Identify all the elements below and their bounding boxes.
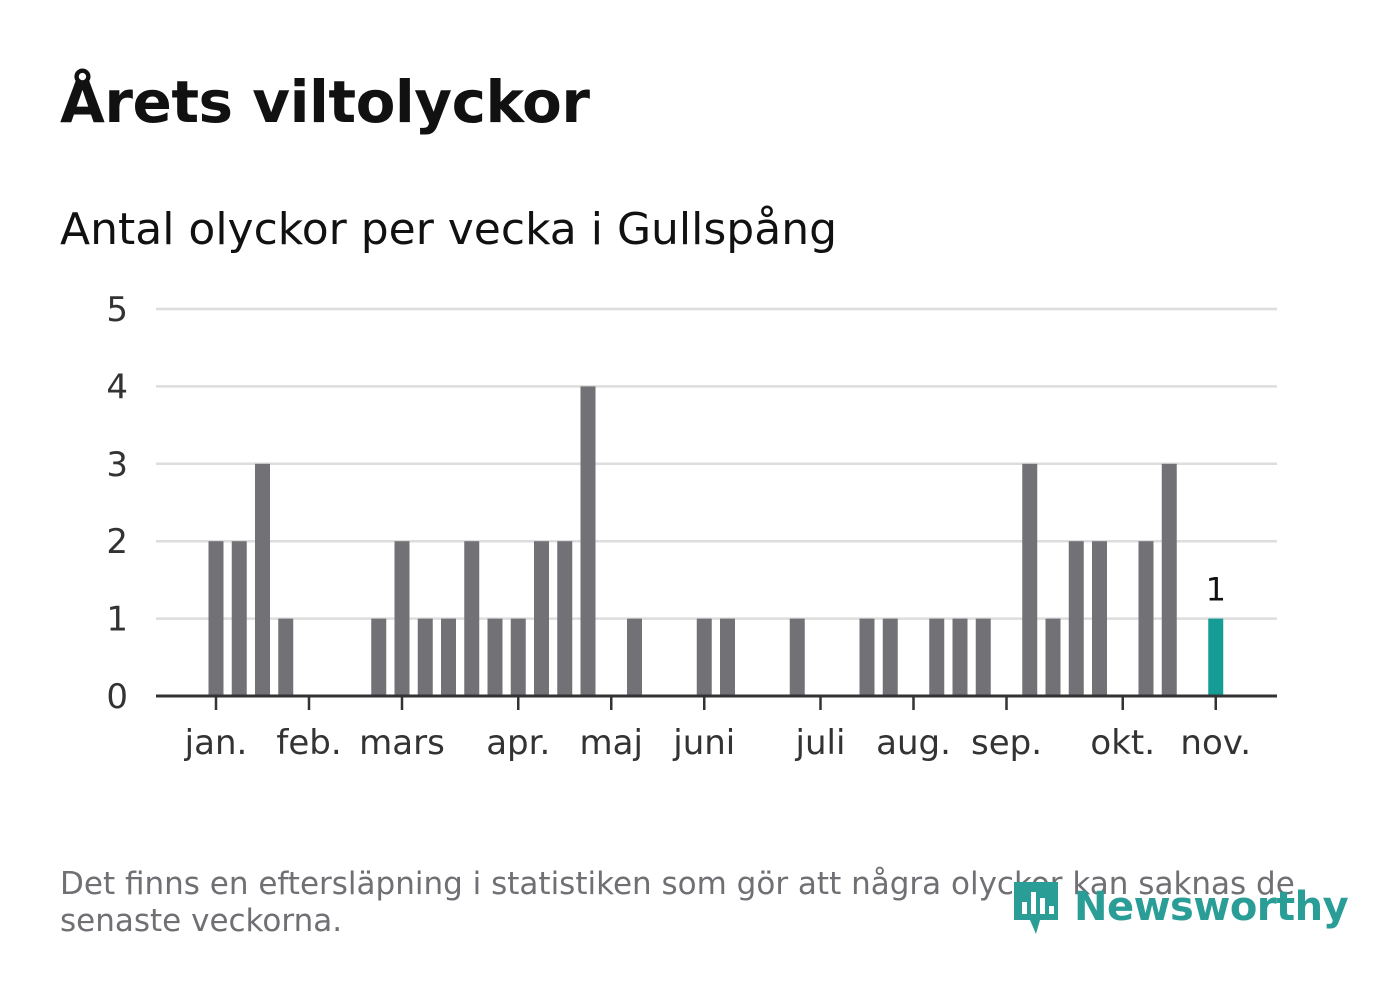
grid-lines: [156, 307, 1277, 620]
bar: [580, 386, 596, 696]
bar-highlight: [1208, 618, 1224, 696]
y-tick-label: 5: [106, 290, 128, 330]
chart-subtitle: Antal olyckor per vecka i Gullspång: [60, 204, 838, 255]
bar: [487, 618, 503, 696]
x-tick-label: maj: [580, 723, 643, 763]
x-tick-label: nov.: [1180, 723, 1251, 763]
bar: [627, 618, 642, 696]
bar: [1022, 463, 1038, 696]
bar: [1092, 541, 1107, 696]
y-tick-label: 4: [106, 367, 128, 407]
bar: [1161, 463, 1177, 696]
bar: [208, 541, 224, 696]
x-tick-label: feb.: [276, 723, 341, 763]
bar: [231, 541, 247, 696]
bars: [208, 386, 1224, 696]
bar: [1068, 541, 1084, 696]
bar: [534, 541, 549, 696]
bar: [464, 541, 480, 696]
x-tick-label: jan.: [184, 723, 248, 763]
labels: 0 1 2 3 4 5 1 jan. feb. mars apr. maj juni juli aug. se…: [106, 290, 1251, 763]
y-tick-label: 3: [106, 445, 128, 485]
bar-chart: 0 1 2 3 4 5 1 jan. feb. mars apr. maj juni juli aug. se…: [106, 290, 1277, 763]
bar: [789, 618, 805, 696]
x-tick-label: apr.: [486, 723, 550, 763]
axes: [156, 694, 1277, 710]
bar: [1045, 618, 1061, 696]
bar: [952, 618, 968, 696]
brand-logo: Newsworthy: [1010, 876, 1349, 938]
x-tick-label: juli: [795, 723, 846, 763]
x-tick-label: aug.: [876, 723, 951, 763]
bar: [720, 618, 735, 696]
highlight-value-label: 1: [1206, 571, 1226, 609]
x-tick-label: mars: [359, 723, 445, 763]
chart-title: Årets viltolyckor: [60, 68, 590, 136]
bar: [510, 618, 526, 696]
bar: [975, 618, 991, 696]
bar: [441, 618, 456, 696]
bar: [929, 618, 945, 696]
bar: [1138, 541, 1154, 696]
bar: [859, 618, 875, 696]
y-tick-label: 0: [106, 677, 128, 717]
x-tick-label: okt.: [1090, 723, 1155, 763]
x-tick-label: juni: [672, 723, 735, 763]
brand-name: Newsworthy: [1074, 884, 1349, 930]
x-tick-label: sep.: [971, 723, 1042, 763]
footnote: Det finns en eftersläpning i statistiken…: [60, 866, 1295, 939]
bar: [557, 541, 573, 696]
bar: [255, 463, 270, 696]
bar: [882, 618, 898, 696]
bar: [371, 618, 387, 696]
bar: [417, 618, 433, 696]
y-tick-label: 1: [106, 600, 128, 640]
bar: [278, 618, 294, 696]
bar: [696, 618, 712, 696]
newsworthy-logo-icon: [1014, 882, 1058, 934]
y-tick-label: 2: [106, 522, 128, 562]
bar: [394, 541, 410, 696]
